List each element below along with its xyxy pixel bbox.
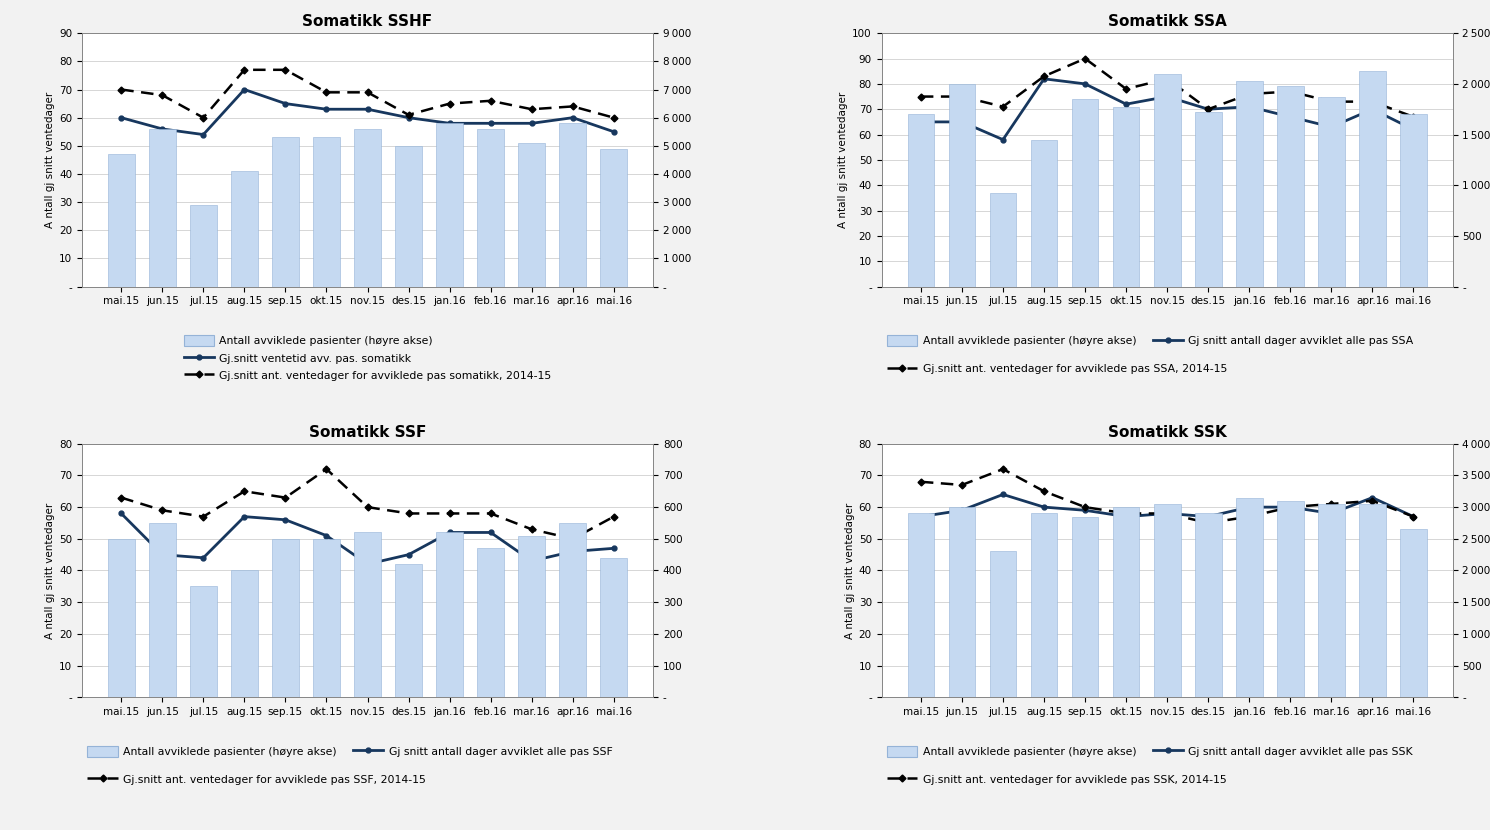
Bar — [600, 558, 627, 697]
Bar — [273, 539, 299, 697]
Bar — [149, 523, 176, 697]
Bar — [477, 129, 504, 286]
Bar — [477, 549, 504, 697]
Bar — [231, 171, 258, 286]
Bar — [1031, 139, 1058, 286]
Bar — [1071, 516, 1098, 697]
Bar — [1195, 112, 1222, 286]
Legend: Gj.snitt ant. ventedager for avviklede pas SSF, 2014-15: Gj.snitt ant. ventedager for avviklede p… — [88, 774, 426, 785]
Bar — [949, 507, 976, 697]
Y-axis label: A ntall gj snitt ventedager: A ntall gj snitt ventedager — [45, 92, 55, 228]
Bar — [907, 514, 934, 697]
Bar — [313, 539, 340, 697]
Bar — [395, 564, 422, 697]
Bar — [1359, 71, 1386, 286]
Bar — [519, 535, 545, 697]
Title: Somatikk SSA: Somatikk SSA — [1107, 14, 1226, 29]
Bar — [1153, 504, 1180, 697]
Legend: Gj.snitt ant. ventedager for avviklede pas SSK, 2014-15: Gj.snitt ant. ventedager for avviklede p… — [887, 774, 1226, 785]
Legend: Gj.snitt ant. ventedager for avviklede pas SSA, 2014-15: Gj.snitt ant. ventedager for avviklede p… — [887, 363, 1228, 374]
Bar — [191, 586, 216, 697]
Y-axis label: A ntall gj snitt ventedager: A ntall gj snitt ventedager — [837, 92, 848, 228]
Y-axis label: A ntall gj snitt ventedager: A ntall gj snitt ventedager — [845, 502, 855, 638]
Bar — [273, 138, 299, 286]
Bar — [1031, 514, 1058, 697]
Bar — [519, 143, 545, 286]
Bar — [355, 533, 381, 697]
Bar — [1401, 530, 1427, 697]
Bar — [1071, 99, 1098, 286]
Bar — [989, 193, 1016, 286]
Bar — [949, 84, 976, 286]
Bar — [1113, 107, 1140, 286]
Bar — [1319, 504, 1344, 697]
Title: Somatikk SSK: Somatikk SSK — [1107, 425, 1226, 440]
Bar — [149, 129, 176, 286]
Bar — [1401, 115, 1427, 286]
Bar — [1277, 86, 1304, 286]
Bar — [1359, 504, 1386, 697]
Y-axis label: A ntall gj snitt ventedager: A ntall gj snitt ventedager — [45, 502, 55, 638]
Bar — [1277, 500, 1304, 697]
Bar — [1235, 498, 1262, 697]
Bar — [989, 551, 1016, 697]
Bar — [107, 154, 134, 286]
Bar — [313, 138, 340, 286]
Bar — [107, 539, 134, 697]
Legend: Antall avviklede pasienter (høyre akse), Gj.snitt ventetid avv. pas. somatikk, G: Antall avviklede pasienter (høyre akse),… — [183, 335, 551, 381]
Bar — [907, 115, 934, 286]
Bar — [1195, 514, 1222, 697]
Title: Somatikk SSF: Somatikk SSF — [308, 425, 426, 440]
Bar — [355, 129, 381, 286]
Bar — [1235, 81, 1262, 286]
Bar — [1113, 507, 1140, 697]
Bar — [559, 523, 586, 697]
Bar — [191, 205, 216, 286]
Bar — [1319, 96, 1344, 286]
Bar — [395, 146, 422, 286]
Bar — [437, 533, 463, 697]
Bar — [559, 124, 586, 286]
Bar — [600, 149, 627, 286]
Bar — [231, 570, 258, 697]
Title: Somatikk SSHF: Somatikk SSHF — [302, 14, 432, 29]
Bar — [1153, 74, 1180, 286]
Bar — [437, 124, 463, 286]
